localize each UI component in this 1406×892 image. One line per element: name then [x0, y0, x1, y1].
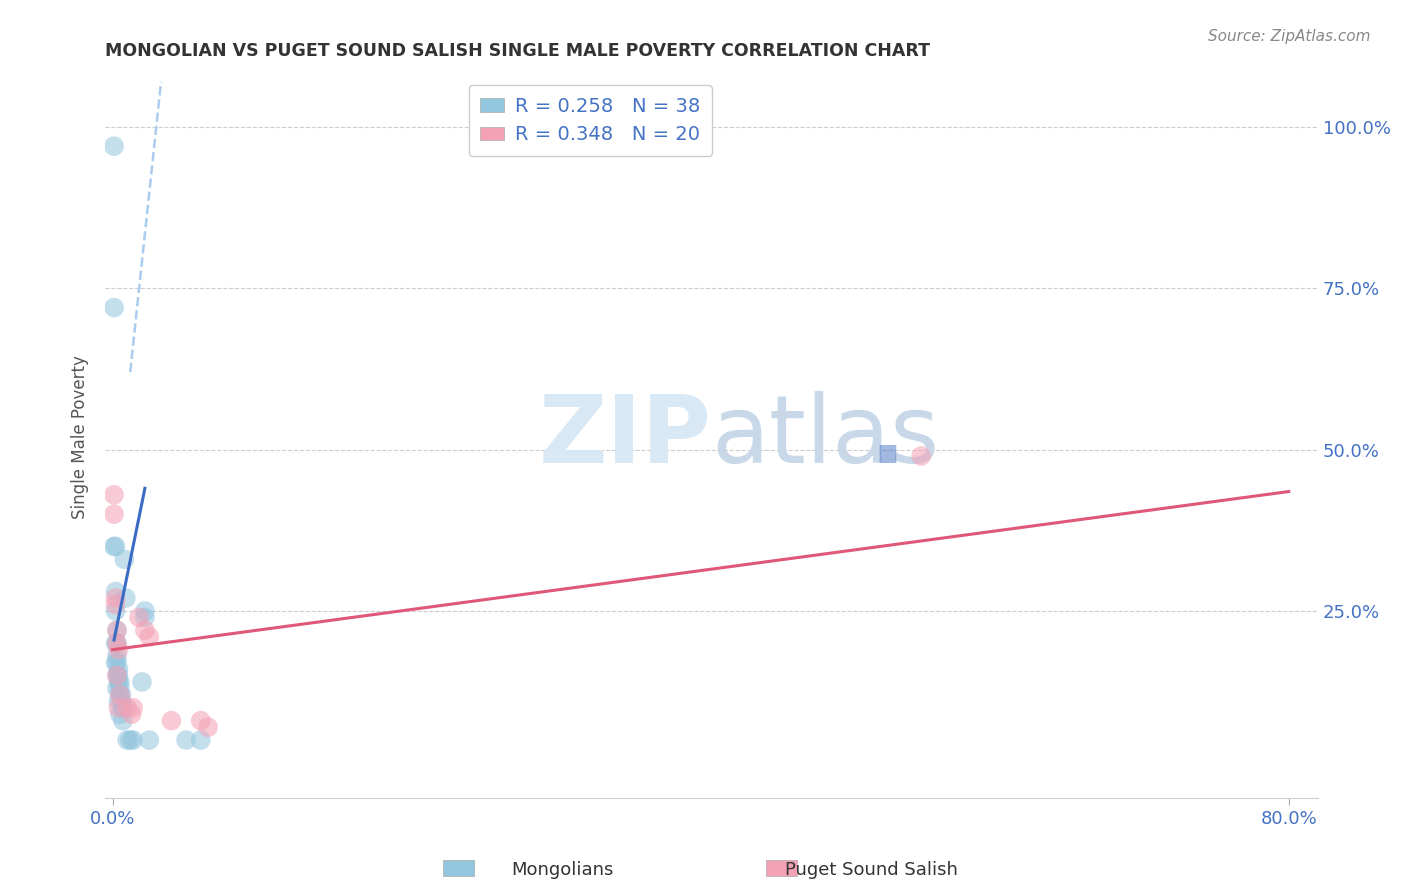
Point — [105, 636, 128, 650]
Point — [122, 733, 145, 747]
Text: .: . — [869, 391, 905, 483]
Point — [114, 591, 136, 605]
Point — [134, 624, 156, 638]
Point — [110, 694, 132, 708]
Point — [103, 301, 125, 315]
Point — [104, 598, 127, 612]
Point — [105, 668, 128, 682]
Point — [107, 675, 129, 690]
Point — [122, 700, 145, 714]
Point — [174, 733, 197, 747]
Point — [108, 681, 131, 696]
Point — [108, 675, 131, 690]
Point — [107, 700, 129, 714]
Point — [104, 656, 127, 670]
Point — [104, 591, 127, 605]
Point — [108, 688, 131, 702]
Point — [131, 675, 153, 690]
Legend: R = 0.258   N = 38, R = 0.348   N = 20: R = 0.258 N = 38, R = 0.348 N = 20 — [468, 85, 713, 156]
Text: MONGOLIAN VS PUGET SOUND SALISH SINGLE MALE POVERTY CORRELATION CHART: MONGOLIAN VS PUGET SOUND SALISH SINGLE M… — [105, 42, 931, 60]
Text: Source: ZipAtlas.com: Source: ZipAtlas.com — [1208, 29, 1371, 44]
Text: atlas: atlas — [711, 391, 941, 483]
Point — [138, 630, 160, 644]
Point — [105, 624, 128, 638]
Point — [108, 688, 131, 702]
Point — [134, 610, 156, 624]
Point — [190, 714, 212, 728]
Point — [104, 636, 127, 650]
Point — [107, 668, 129, 682]
Point — [103, 540, 125, 554]
Point — [110, 688, 132, 702]
Point — [108, 707, 131, 722]
Point — [105, 649, 128, 664]
Point — [103, 488, 125, 502]
Point — [107, 642, 129, 657]
Point — [112, 552, 135, 566]
Point — [128, 610, 150, 624]
Point — [104, 604, 127, 618]
Point — [104, 584, 127, 599]
FancyBboxPatch shape — [443, 860, 474, 876]
Text: ZIP: ZIP — [538, 391, 711, 483]
Point — [105, 624, 128, 638]
Point — [111, 714, 134, 728]
Point — [121, 707, 143, 722]
Y-axis label: Single Male Poverty: Single Male Poverty — [72, 355, 89, 518]
Text: Mongolians: Mongolians — [512, 861, 613, 879]
Point — [107, 662, 129, 676]
Point — [160, 714, 183, 728]
Point — [105, 636, 128, 650]
Point — [910, 449, 932, 463]
Point — [111, 700, 134, 714]
Point — [105, 668, 128, 682]
Point — [104, 540, 127, 554]
Point — [138, 733, 160, 747]
FancyBboxPatch shape — [766, 860, 797, 876]
Point — [117, 733, 139, 747]
Text: Puget Sound Salish: Puget Sound Salish — [786, 861, 957, 879]
Point — [107, 694, 129, 708]
Point — [134, 604, 156, 618]
Point — [120, 733, 142, 747]
Point — [117, 700, 139, 714]
Point — [190, 733, 212, 747]
Point — [103, 139, 125, 153]
Point — [103, 507, 125, 521]
Point — [197, 720, 219, 734]
Point — [105, 656, 128, 670]
Point — [111, 700, 134, 714]
Point — [105, 681, 128, 696]
